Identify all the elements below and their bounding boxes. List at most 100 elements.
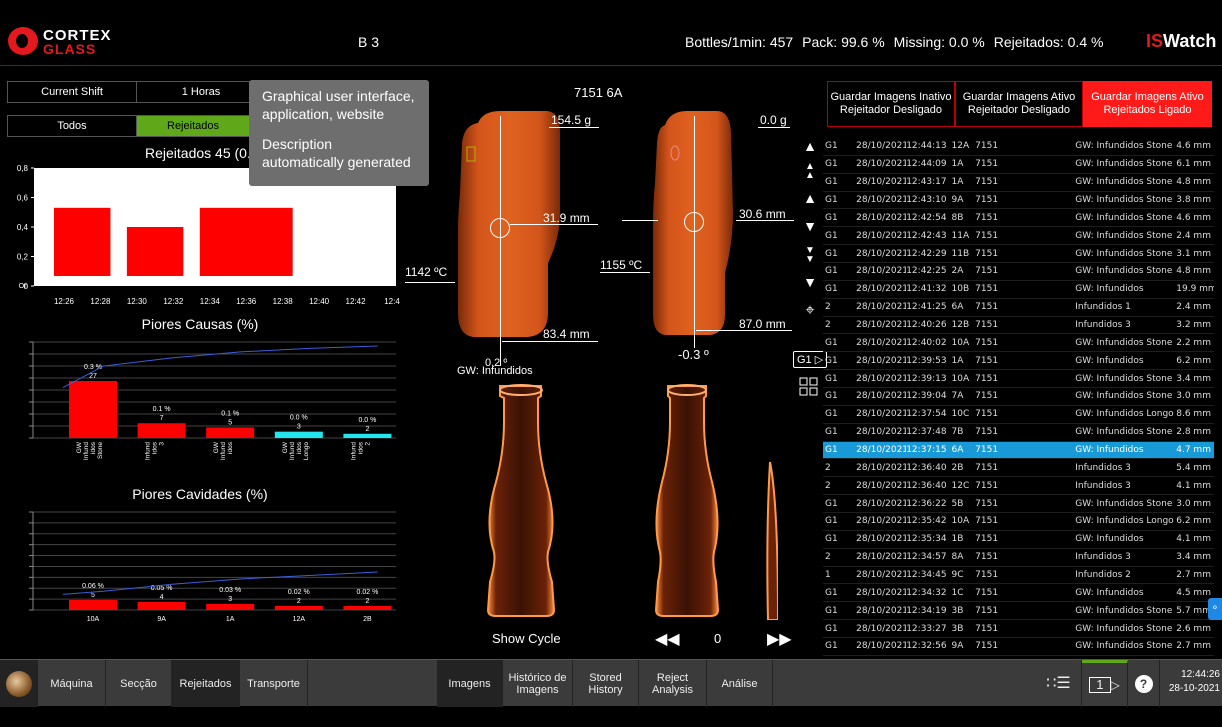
nav-seccao[interactable]: Secção — [106, 660, 172, 707]
todos-button[interactable]: Todos — [7, 115, 137, 137]
reject-defect: GW: Infundidos Stone — [1075, 177, 1173, 188]
reject-row[interactable]: G1 28/10/2021 12:44:13 12A 7151 GW: Infundido… — [823, 138, 1214, 156]
nav-rejeitados[interactable]: Rejeitados — [172, 660, 240, 707]
bar-percent-label: 0.05 % — [151, 585, 173, 592]
bar-percent-label: 0.06 % — [82, 583, 104, 590]
diameter-left: 31.9 mm — [543, 211, 590, 225]
reject-size: 2.6 mm — [1176, 623, 1211, 634]
camera-count-button[interactable]: 1 ▷ — [1082, 660, 1128, 707]
first-page-icon[interactable]: ▲ — [803, 138, 817, 154]
camera-select-button[interactable]: G1 ▷ — [793, 351, 828, 368]
side-widget-icon[interactable]: ⚬ — [1208, 598, 1222, 620]
reject-date: 28/10/2021 — [856, 391, 907, 402]
reject-row[interactable]: 1 28/10/2021 12:34:45 9C 7151 Infundidos 2 2.7… — [823, 567, 1214, 585]
reject-row[interactable]: G1 28/10/2021 12:42:43 11A 7151 GW: Infundido… — [823, 227, 1214, 246]
bottle-image-bottom-left[interactable] — [448, 382, 598, 620]
reject-camera: 2 — [825, 480, 831, 491]
show-cycle-button[interactable]: Show Cycle — [492, 631, 561, 646]
reject-cavity: 3B — [951, 605, 964, 616]
bottle-image-bottom-right[interactable] — [618, 382, 780, 621]
reject-row[interactable]: G1 28/10/2021 12:37:15 6A 7151 GW: Infundidos… — [823, 441, 1214, 460]
hours-button[interactable]: 1 Horas — [136, 81, 266, 103]
current-shift-button[interactable]: Current Shift — [7, 81, 137, 103]
reject-mould: 7151 — [975, 623, 999, 634]
target-icon[interactable]: ⌖ — [805, 302, 815, 319]
rejeitados-filter-button[interactable]: Rejeitados — [136, 115, 250, 137]
reject-row[interactable]: G1 28/10/2021 12:37:54 10C 7151 GW: Infundido… — [823, 406, 1214, 424]
reject-mould: 7151 — [975, 248, 999, 259]
camera-select-label: G1 — [797, 354, 812, 366]
reject-row[interactable]: G1 28/10/2021 12:42:54 8B 7151 GW: Infundidos… — [823, 209, 1214, 228]
reject-row[interactable]: G1 28/10/2021 12:43:17 1A 7151 GW: Infundidos… — [823, 174, 1214, 192]
reject-row[interactable]: G1 28/10/2021 12:32:56 9A 7151 GW: Infundidos… — [823, 638, 1214, 656]
reject-row[interactable]: G1 28/10/2021 12:41:32 10B 7151 GW: Infundido… — [823, 281, 1214, 299]
cavities-chart-title: Piores Cavidades (%) — [132, 486, 268, 502]
reject-row[interactable]: 2 28/10/2021 12:34:57 8A 7151 Infundidos 3 3.4… — [823, 549, 1214, 567]
help-icon[interactable]: ? — [1128, 660, 1160, 707]
reject-row[interactable]: G1 28/10/2021 12:42:25 2A 7151 GW: Infundidos… — [823, 263, 1214, 281]
reject-row[interactable]: G1 28/10/2021 12:39:13 10A 7151 GW: Infundido… — [823, 370, 1214, 389]
reject-camera: 1 — [825, 570, 831, 581]
reject-row[interactable]: G1 28/10/2021 12:43:10 9A 7151 GW: Infundidos… — [823, 192, 1214, 210]
x-tick-line: Infund — [350, 442, 357, 460]
x-tick-label: 9A — [157, 616, 166, 623]
reject-camera: G1 — [825, 248, 838, 259]
reject-camera: G1 — [825, 266, 838, 277]
reject-row[interactable]: G1 28/10/2021 12:40:02 10A 7151 GW: Infundido… — [823, 334, 1214, 353]
reject-cavity: 11A — [951, 230, 970, 241]
pack-rate: Pack: 99.6 % — [802, 34, 885, 50]
reject-row[interactable]: G1 28/10/2021 12:35:34 1B 7151 GW: Infundidos… — [823, 531, 1214, 549]
y-tick-label: 0 — [24, 282, 29, 291]
page-down-icon[interactable]: ▼ ▼ — [805, 245, 815, 265]
reject-row[interactable]: G1 28/10/2021 12:34:19 3B 7151 GW: Infundidos… — [823, 602, 1214, 621]
x-tick-line: idos — [90, 441, 97, 454]
nav-stored-history[interactable]: Stored History — [573, 660, 639, 707]
last-page-icon[interactable]: ▼ — [803, 274, 817, 290]
reject-row[interactable]: 2 28/10/2021 12:36:40 12C 7151 Infundidos 3 4.… — [823, 477, 1214, 496]
cycle-index: 0 — [714, 631, 722, 646]
save-images-active-rejector-on-button[interactable]: Guardar Imagens Ativo Rejeitados Ligado — [1083, 81, 1212, 127]
nav-transporte[interactable]: Transporte — [240, 660, 308, 707]
reject-row[interactable]: 2 28/10/2021 12:41:25 6A 7151 Infundidos 1 2.4… — [823, 299, 1214, 317]
grid-view-icon[interactable] — [799, 377, 819, 397]
spray-icon[interactable]: ∷☰ — [1036, 660, 1082, 707]
reject-row[interactable]: G1 28/10/2021 12:35:42 10A 7151 GW: Infundido… — [823, 513, 1214, 531]
reject-row[interactable]: G1 28/10/2021 12:39:53 1A 7151 GW: Infundidos… — [823, 352, 1214, 371]
app-logo-watch: Watch — [1163, 31, 1217, 51]
bottle-bottom-right-svg — [654, 384, 780, 621]
page-up-icon[interactable]: ▲ ▲ — [805, 161, 815, 181]
reject-mould: 7151 — [975, 159, 999, 170]
planet-logo-icon[interactable] — [0, 660, 38, 707]
reject-date: 28/10/2021 — [856, 266, 907, 277]
previous-cycle-icon[interactable]: ◀◀ — [655, 631, 680, 648]
reject-row[interactable]: G1 28/10/2021 12:34:32 1C 7151 GW: Infundidos… — [823, 584, 1214, 603]
reject-camera: G1 — [825, 141, 838, 152]
reject-camera: G1 — [825, 177, 838, 188]
reject-row[interactable]: G1 28/10/2021 12:39:04 7A 7151 GW: Infundidos… — [823, 388, 1214, 406]
reject-size: 3.4 mm — [1176, 552, 1211, 563]
reject-camera: G1 — [825, 337, 838, 348]
planet-logo-image — [5, 670, 32, 697]
row-down-icon[interactable]: ▼ — [803, 218, 817, 234]
nav-analise[interactable]: Análise — [707, 660, 773, 707]
reject-row[interactable]: G1 28/10/2021 12:44:09 1A 7151 GW: Infundidos… — [823, 156, 1214, 174]
reject-row[interactable]: G1 28/10/2021 12:42:29 11B 7151 GW: Infundido… — [823, 245, 1214, 264]
nav-maquina[interactable]: Máquina — [38, 660, 106, 707]
reject-size: 2.8 mm — [1176, 427, 1211, 438]
reject-row[interactable]: 2 28/10/2021 12:40:26 12B 7151 Infundidos 3 3.… — [823, 317, 1214, 335]
rejected-chart-svg: 0,8 0,6 0,4 0,2 0On 12:26 12:28 12:30 12:32 12:34… — [17, 164, 400, 306]
row-up-icon[interactable]: ▲ — [803, 190, 817, 206]
nav-reject-analysis[interactable]: Reject Analysis — [639, 660, 707, 707]
reject-row[interactable]: G1 28/10/2021 12:37:48 7B 7151 GW: Infundidos… — [823, 424, 1214, 442]
reject-date: 28/10/2021 — [856, 302, 907, 313]
defect-label: GW: Infundidos — [457, 365, 533, 377]
next-cycle-icon[interactable]: ▶▶ — [767, 631, 792, 648]
nav-historico-imagens[interactable]: Histórico de Imagens — [503, 660, 573, 707]
save-images-active-rejector-off-button[interactable]: Guardar Imagens Ativo Rejeitador Desligad… — [955, 81, 1083, 127]
reject-row[interactable]: G1 28/10/2021 12:36:22 5B 7151 GW: Infundidos… — [823, 495, 1214, 514]
save-images-inactive-button[interactable]: Guardar Imagens Inativo Rejeitador Deslig… — [827, 81, 955, 127]
reject-row[interactable]: 2 28/10/2021 12:36:40 2B 7151 Infundidos 3 5.4… — [823, 459, 1214, 478]
bar-count-label: 4 — [160, 594, 164, 601]
nav-imagens[interactable]: Imagens — [437, 660, 503, 707]
reject-row[interactable]: G1 28/10/2021 12:33:27 3B 7151 GW: Infundidos… — [823, 620, 1214, 639]
